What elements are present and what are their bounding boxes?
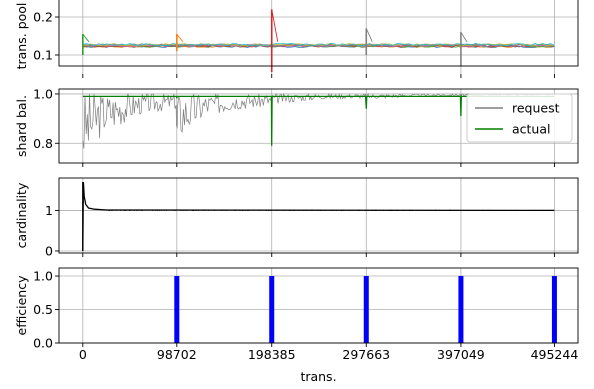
y-axis-label: efficiency [14, 275, 29, 336]
x-tick-label: 98702 [157, 347, 197, 362]
y-axis-label: trans. pool [14, 3, 29, 70]
panel-1: 0.1 0.2 trans. pool [14, 0, 579, 78]
y-axis-label: cardinality [14, 182, 29, 248]
pool-series-line [82, 42, 555, 47]
plot-area [174, 276, 557, 343]
panel-4: 0.0 0.5 1.0 efficiency [14, 267, 579, 351]
x-tick-label: 397049 [437, 347, 485, 362]
x-axis-label: trans. [300, 369, 336, 384]
x-tick-label: 495244 [531, 347, 579, 362]
x-tick-label: 198385 [248, 347, 296, 362]
pool-spike-decay [271, 9, 279, 42]
pool-series-line [82, 43, 555, 47]
cardinality-series-line [82, 182, 555, 252]
y-axis-label: shard bal. [14, 95, 29, 157]
y-tick-label: 0.5 [33, 302, 53, 317]
legend-entry-label: request [512, 101, 560, 116]
y-tick-label: 1.0 [33, 86, 53, 101]
x-tick-label: 0 [79, 347, 87, 362]
y-tick-label: 0 [45, 243, 53, 258]
axes-frame [58, 267, 579, 344]
panel-3: 0 1 cardinality [14, 177, 579, 258]
axes-frame [58, 88, 579, 164]
legend-entry-label: actual [512, 122, 551, 137]
y-tick-label: 0.2 [33, 10, 53, 25]
pool-spike-decay [460, 31, 468, 42]
pool-spike-decay [365, 28, 373, 42]
legend-box [466, 93, 573, 143]
efficiency-bar [174, 276, 180, 343]
efficiency-bar [551, 276, 557, 343]
legend: request actual [466, 93, 573, 143]
y-tick-label: 1 [45, 203, 53, 218]
y-tick-label: 0.1 [33, 48, 53, 63]
x-tick-label: 297663 [342, 347, 390, 362]
axes-frame [58, 0, 579, 67]
efficiency-bar [363, 276, 369, 343]
y-tick-label: 1.0 [33, 269, 53, 284]
plot-area [82, 9, 555, 73]
efficiency-bar [458, 276, 464, 343]
plot-area [82, 182, 555, 252]
y-tick-label: 0.0 [33, 336, 53, 351]
pool-spike-decay [176, 33, 184, 42]
pool-spike-decay [82, 33, 90, 42]
y-tick-label: 0.8 [33, 136, 53, 151]
actual-series-line [82, 95, 555, 146]
panel-2: request actual 0.8 1.0 shard bal. [14, 86, 579, 167]
axes-frame [58, 177, 579, 254]
efficiency-bar [269, 276, 275, 343]
